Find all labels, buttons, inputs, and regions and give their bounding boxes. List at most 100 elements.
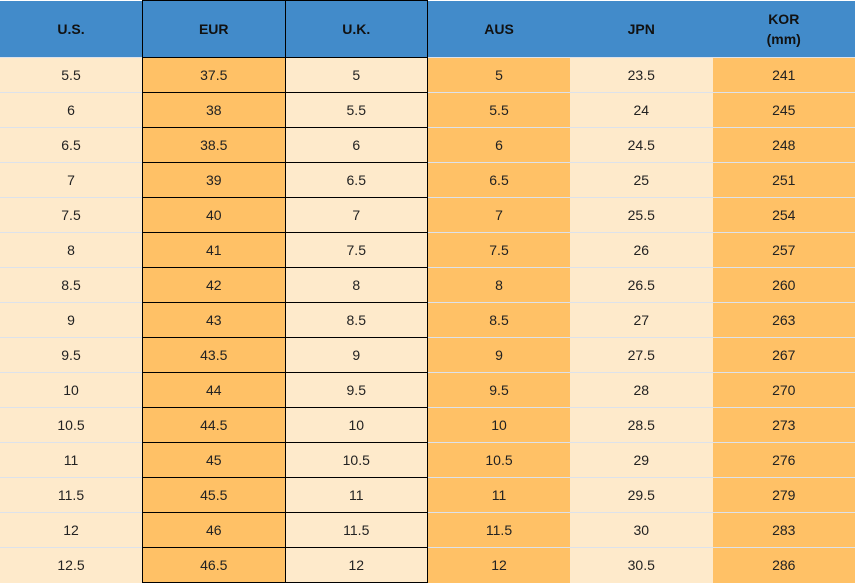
table-cell: 283 (713, 513, 855, 548)
table-cell: 8 (0, 233, 143, 268)
column-header: JPN (570, 1, 713, 58)
table-cell: 12 (285, 548, 428, 583)
table-cell: 6 (285, 128, 428, 163)
table-cell: 9 (0, 303, 143, 338)
table-cell: 254 (713, 198, 855, 233)
table-cell: 7 (428, 198, 571, 233)
table-cell: 241 (713, 58, 855, 93)
table-cell: 11 (0, 443, 143, 478)
table-cell: 12 (0, 513, 143, 548)
table-cell: 28 (570, 373, 713, 408)
table-cell: 6.5 (428, 163, 571, 198)
table-cell: 270 (713, 373, 855, 408)
table-cell: 27.5 (570, 338, 713, 373)
table-cell: 5 (285, 58, 428, 93)
table-cell: 24 (570, 93, 713, 128)
table-cell: 7 (0, 163, 143, 198)
table-cell: 26 (570, 233, 713, 268)
table-cell: 46.5 (143, 548, 286, 583)
table-cell: 10.5 (285, 443, 428, 478)
table-cell: 9.5 (0, 338, 143, 373)
column-header-label: AUS (484, 21, 514, 37)
table-cell: 8.5 (0, 268, 143, 303)
table-cell: 273 (713, 408, 855, 443)
table-cell: 5 (428, 58, 571, 93)
column-header-label: U.S. (57, 21, 84, 37)
table-cell: 45.5 (143, 478, 286, 513)
table-cell: 41 (143, 233, 286, 268)
column-header: KOR (mm) (713, 1, 855, 58)
table-cell: 38 (143, 93, 286, 128)
table-cell: 276 (713, 443, 855, 478)
table-cell: 8.5 (428, 303, 571, 338)
table-cell: 9 (428, 338, 571, 373)
table-cell: 267 (713, 338, 855, 373)
table-cell: 7.5 (428, 233, 571, 268)
table-cell: 5.5 (285, 93, 428, 128)
column-header-label: U.K. (342, 21, 370, 37)
table-cell: 12.5 (0, 548, 143, 583)
table-cell: 8.5 (285, 303, 428, 338)
table-cell: 10 (285, 408, 428, 443)
table-cell: 42 (143, 268, 286, 303)
table-cell: 43.5 (143, 338, 286, 373)
table-cell: 38.5 (143, 128, 286, 163)
table-cell: 6.5 (285, 163, 428, 198)
column-header: AUS (428, 1, 571, 58)
column-header-label: KOR (768, 11, 799, 27)
table-cell: 11 (285, 478, 428, 513)
table-cell: 9.5 (428, 373, 571, 408)
table-cell: 45 (143, 443, 286, 478)
table-cell: 8 (285, 268, 428, 303)
table-cell: 263 (713, 303, 855, 338)
table-cell: 43 (143, 303, 286, 338)
table-cell: 10.5 (0, 408, 143, 443)
table-cell: 7.5 (285, 233, 428, 268)
table-cell: 44 (143, 373, 286, 408)
table-cell: 11 (428, 478, 571, 513)
table-cell: 8 (428, 268, 571, 303)
table-cell: 25 (570, 163, 713, 198)
table-cell: 30.5 (570, 548, 713, 583)
table-cell: 245 (713, 93, 855, 128)
table-cell: 29 (570, 443, 713, 478)
table-cell: 279 (713, 478, 855, 513)
table-cell: 286 (713, 548, 855, 583)
table-cell: 9 (285, 338, 428, 373)
table-cell: 11.5 (285, 513, 428, 548)
table-cell: 40 (143, 198, 286, 233)
column-header-label: JPN (628, 21, 655, 37)
table-cell: 7 (285, 198, 428, 233)
table-cell: 5.5 (428, 93, 571, 128)
table-cell: 260 (713, 268, 855, 303)
table-cell: 11.5 (428, 513, 571, 548)
table-cell: 257 (713, 233, 855, 268)
table-cell: 23.5 (570, 58, 713, 93)
column-header: U.K. (285, 1, 428, 58)
column-header-unit: (mm) (767, 31, 801, 47)
table-cell: 30 (570, 513, 713, 548)
table-cell: 251 (713, 163, 855, 198)
table-cell: 6 (428, 128, 571, 163)
table-cell: 37.5 (143, 58, 286, 93)
table-cell: 39 (143, 163, 286, 198)
table-cell: 12 (428, 548, 571, 583)
table-cell: 29.5 (570, 478, 713, 513)
table-cell: 10 (428, 408, 571, 443)
table-cell: 5.5 (0, 58, 143, 93)
